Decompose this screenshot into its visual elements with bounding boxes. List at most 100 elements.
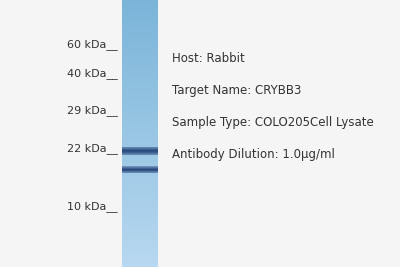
Text: 60 kDa__: 60 kDa__ xyxy=(67,39,118,49)
Bar xyxy=(122,155,158,158)
Bar xyxy=(122,158,158,160)
Bar xyxy=(122,16,158,19)
Text: 22 kDa__: 22 kDa__ xyxy=(67,143,118,154)
Bar xyxy=(122,219,158,222)
Bar xyxy=(122,248,158,251)
Bar xyxy=(122,13,158,16)
Bar xyxy=(122,238,158,240)
Bar xyxy=(122,152,158,155)
Bar xyxy=(122,88,158,91)
Bar xyxy=(122,227,158,230)
Bar xyxy=(122,147,158,150)
Bar xyxy=(122,24,158,27)
Bar xyxy=(122,166,158,168)
Text: 40 kDa__: 40 kDa__ xyxy=(67,68,118,79)
Bar xyxy=(122,259,158,262)
Bar xyxy=(122,59,158,61)
Bar xyxy=(122,53,158,56)
Bar xyxy=(122,171,158,174)
Bar xyxy=(122,206,158,208)
Bar xyxy=(122,117,158,120)
Bar xyxy=(122,179,158,182)
Bar xyxy=(122,256,158,259)
Bar xyxy=(122,176,158,179)
Bar xyxy=(122,262,158,264)
Bar xyxy=(122,112,158,115)
Bar xyxy=(122,163,158,166)
Bar xyxy=(122,67,158,69)
Bar xyxy=(122,115,158,117)
Bar xyxy=(122,243,158,246)
Bar xyxy=(122,3,158,5)
Bar xyxy=(122,0,158,3)
Bar xyxy=(122,125,158,128)
Bar xyxy=(122,51,158,53)
Bar xyxy=(122,195,158,198)
Bar xyxy=(122,235,158,238)
Bar xyxy=(122,96,158,99)
Bar xyxy=(122,48,158,51)
Bar xyxy=(122,29,158,32)
Bar xyxy=(122,83,158,85)
Bar xyxy=(122,61,158,64)
Bar xyxy=(122,72,158,75)
Bar xyxy=(122,69,158,72)
Bar xyxy=(122,101,158,104)
Text: Sample Type: COLO205Cell Lysate: Sample Type: COLO205Cell Lysate xyxy=(172,116,374,129)
Bar xyxy=(122,174,158,176)
Bar xyxy=(122,80,158,83)
Bar xyxy=(122,254,158,256)
Bar xyxy=(122,19,158,21)
Bar xyxy=(122,190,158,192)
Bar xyxy=(122,200,158,203)
Text: 29 kDa__: 29 kDa__ xyxy=(67,105,118,116)
Bar xyxy=(122,264,158,267)
Bar xyxy=(122,139,158,142)
Bar xyxy=(122,123,158,125)
Bar xyxy=(122,91,158,93)
Bar xyxy=(122,222,158,224)
Bar xyxy=(122,160,158,163)
Bar xyxy=(122,99,158,101)
Bar xyxy=(122,187,158,190)
Bar xyxy=(122,136,158,139)
Bar xyxy=(122,120,158,123)
Bar xyxy=(122,45,158,48)
Bar xyxy=(122,184,158,187)
Bar xyxy=(122,109,158,112)
Text: 10 kDa__: 10 kDa__ xyxy=(67,202,118,212)
Bar xyxy=(122,251,158,254)
Bar xyxy=(122,230,158,232)
Bar xyxy=(122,211,158,214)
Bar xyxy=(122,77,158,80)
Bar xyxy=(122,27,158,29)
Bar xyxy=(122,203,158,206)
Bar xyxy=(122,144,158,147)
Bar xyxy=(122,216,158,219)
Bar xyxy=(122,40,158,43)
Bar xyxy=(122,224,158,227)
Bar xyxy=(122,198,158,200)
Bar xyxy=(122,5,158,8)
Bar xyxy=(122,35,158,37)
Bar xyxy=(122,11,158,13)
Bar xyxy=(122,93,158,96)
Bar xyxy=(122,192,158,195)
Bar xyxy=(122,107,158,109)
Bar xyxy=(122,168,158,171)
Bar xyxy=(122,246,158,248)
Bar xyxy=(122,134,158,136)
Bar xyxy=(122,182,158,184)
Text: Host: Rabbit: Host: Rabbit xyxy=(172,52,245,65)
Bar xyxy=(122,85,158,88)
Text: Antibody Dilution: 1.0μg/ml: Antibody Dilution: 1.0μg/ml xyxy=(172,148,335,161)
Bar xyxy=(122,128,158,131)
Bar xyxy=(122,32,158,35)
Bar xyxy=(122,131,158,134)
Bar xyxy=(122,214,158,216)
Bar xyxy=(122,104,158,107)
Bar xyxy=(122,43,158,45)
Bar xyxy=(122,21,158,24)
Bar xyxy=(122,142,158,144)
Bar xyxy=(122,232,158,235)
